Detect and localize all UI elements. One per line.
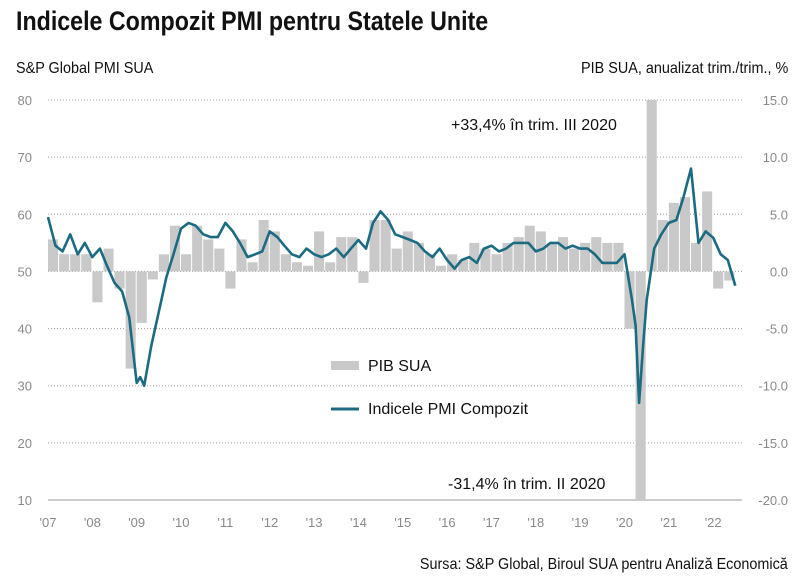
right-axis-title: PIB SUA, anualizat trim./trim., % [580, 60, 788, 77]
gdp-bar [447, 254, 458, 272]
gdp-bar [347, 237, 358, 272]
legend-pmi-label: Indicele PMI Compozit [368, 401, 529, 418]
x-tick-label: '10 [173, 515, 190, 530]
gdp-bar [325, 262, 336, 272]
gdp-bar [147, 271, 158, 280]
gdp-bar [203, 239, 214, 272]
gdp-bar [269, 231, 280, 272]
x-tick-label: '21 [660, 515, 677, 530]
gdp-bar [81, 254, 92, 272]
gdp-bar [502, 242, 513, 272]
annotation-low: -31,4% în trim. II 2020 [448, 476, 606, 493]
gdp-bar [569, 248, 580, 272]
gdp-bar [158, 254, 169, 272]
y-left-tick-label: 60 [18, 207, 32, 222]
gdp-bar [513, 237, 524, 272]
gdp-bar [458, 260, 469, 272]
x-tick-label: '15 [394, 515, 411, 530]
x-tick-label: '14 [350, 515, 367, 530]
x-tick-label: '11 [217, 515, 233, 530]
gdp-bar [602, 242, 613, 272]
gdp-bar [436, 265, 447, 272]
gdp-bar [424, 254, 436, 272]
y-right-tick-label: -5.0 [766, 322, 788, 337]
x-tick-label: '16 [439, 515, 456, 530]
annotation-high: +33,4% în trim. III 2020 [451, 117, 617, 134]
gdp-bar [136, 271, 147, 323]
chart-title: Indicele Compozit PMI pentru Statele Uni… [16, 6, 489, 36]
x-tick-label: '08 [84, 515, 101, 530]
gdp-bar [646, 100, 657, 272]
gdp-bar [524, 225, 535, 272]
y-right-tick-label: -10.0 [758, 379, 788, 394]
legend-gdp-swatch [331, 361, 359, 370]
gdp-bar [314, 231, 325, 272]
gdp-bar [291, 262, 302, 272]
gdp-bar [92, 271, 103, 303]
y-left-tick-label: 80 [18, 93, 32, 108]
left-axis-title: S&P Global PMI SUA [16, 60, 154, 77]
gdp-bar [668, 202, 679, 272]
x-tick-label: '18 [527, 515, 544, 530]
y-right-tick-label: 15.0 [763, 93, 788, 108]
y-left-tick-label: 70 [18, 150, 32, 165]
pmi-line [46, 167, 737, 405]
gdp-bar [713, 271, 724, 289]
gdp-bar [181, 254, 192, 272]
gdp-bar [369, 220, 380, 272]
gdp-bar [413, 242, 424, 272]
source-note: Sursa: S&P Global, Biroul SUA pentru Ana… [420, 556, 788, 573]
y-right-tick-label: 0.0 [770, 264, 788, 279]
y-left-tick-label: 50 [18, 264, 32, 279]
x-tick-label: '19 [572, 515, 589, 530]
gdp-bar [103, 248, 114, 272]
gdp-bar [724, 271, 735, 281]
x-tick-label: '09 [128, 515, 145, 530]
gdp-bar [679, 197, 691, 272]
gdp-bar [624, 271, 635, 329]
x-tick-label: '13 [306, 515, 323, 530]
x-tick-label: '22 [705, 515, 722, 530]
y-left-tick-label: 10 [18, 493, 32, 508]
gdp-bar [302, 265, 314, 272]
gdp-bar [358, 271, 369, 283]
y-right-tick-label: 10.0 [763, 150, 788, 165]
gdp-bar [613, 242, 624, 272]
x-tick-label: '07 [40, 515, 57, 530]
gdp-bar [59, 254, 70, 272]
y-left-tick-label: 20 [18, 436, 32, 451]
gdp-bar [546, 242, 557, 272]
gdp-bar [557, 237, 569, 272]
y-left-tick-label: 30 [18, 379, 32, 394]
gdp-bar [580, 242, 591, 272]
gdp-bar [402, 231, 413, 272]
gdp-bar [280, 254, 291, 272]
gdp-bar [214, 248, 225, 272]
gdp-bar [480, 248, 491, 272]
y-right-tick-label: 5.0 [770, 207, 788, 222]
gdp-bar [192, 225, 203, 272]
x-tick-label: '12 [261, 515, 278, 530]
x-tick-label: '20 [616, 515, 633, 530]
y-right-tick-label: -15.0 [758, 436, 788, 451]
gdp-bar [380, 220, 391, 272]
gdp-bar [657, 220, 668, 272]
gdp-bar [391, 248, 402, 272]
gdp-bar [535, 231, 546, 272]
gdp-bar [236, 239, 247, 272]
gdp-bar [691, 242, 702, 272]
y-left-tick-label: 40 [18, 322, 32, 337]
gdp-bar [48, 239, 59, 272]
y-right-tick-label: -20.0 [758, 493, 788, 508]
legend-gdp-label: PIB SUA [368, 358, 431, 375]
x-tick-label: '17 [483, 515, 500, 530]
gdp-bar [469, 242, 480, 272]
gdp-bar [114, 271, 125, 289]
gdp-bar [225, 271, 236, 289]
gdp-bar [70, 254, 81, 272]
gdp-bar [491, 254, 502, 272]
gdp-bar [247, 262, 258, 272]
